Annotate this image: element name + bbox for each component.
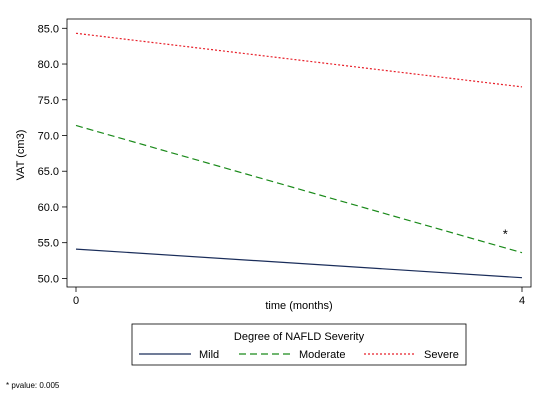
y-tick-label: 75.0 xyxy=(38,95,59,107)
y-tick-label: 65.0 xyxy=(38,166,59,178)
y-tick-label: 55.0 xyxy=(38,238,59,250)
legend-items: Mild Moderate Severe xyxy=(139,349,459,361)
legend-box xyxy=(131,323,467,366)
series-line-severe xyxy=(75,32,523,88)
y-axis-label: VAT (cm3) xyxy=(15,130,27,181)
legend-label-severe: Severe xyxy=(424,349,459,361)
y-tick-label: 80.0 xyxy=(38,59,59,71)
series-layer: * xyxy=(75,32,523,279)
y-tick-label: 85.0 xyxy=(38,23,59,35)
x-tick-label: 0 xyxy=(73,295,79,307)
y-tick-label: 60.0 xyxy=(38,202,59,214)
legend-title: Degree of NAFLD Severity xyxy=(234,331,365,343)
y-tick-label: 50.0 xyxy=(38,273,59,285)
legend-label-moderate: Moderate xyxy=(299,349,345,361)
series-line-mild xyxy=(75,248,523,279)
y-axis: 50.0 55.0 60.0 65.0 70.0 75.0 80.0 85.0 xyxy=(38,23,67,285)
x-tick-label: 4 xyxy=(519,295,525,307)
series-line-moderate xyxy=(75,124,523,254)
plot-area xyxy=(66,18,532,288)
y-tick-label: 70.0 xyxy=(38,130,59,142)
significance-annotation: * xyxy=(503,226,508,241)
legend-label-mild: Mild xyxy=(199,349,219,361)
plot-frame xyxy=(66,18,532,288)
legend: Degree of NAFLD Severity Mild Moderate Sev… xyxy=(131,323,467,366)
x-axis-label: time (months) xyxy=(265,300,332,312)
footnote: * pvalue: 0.005 xyxy=(6,381,60,390)
